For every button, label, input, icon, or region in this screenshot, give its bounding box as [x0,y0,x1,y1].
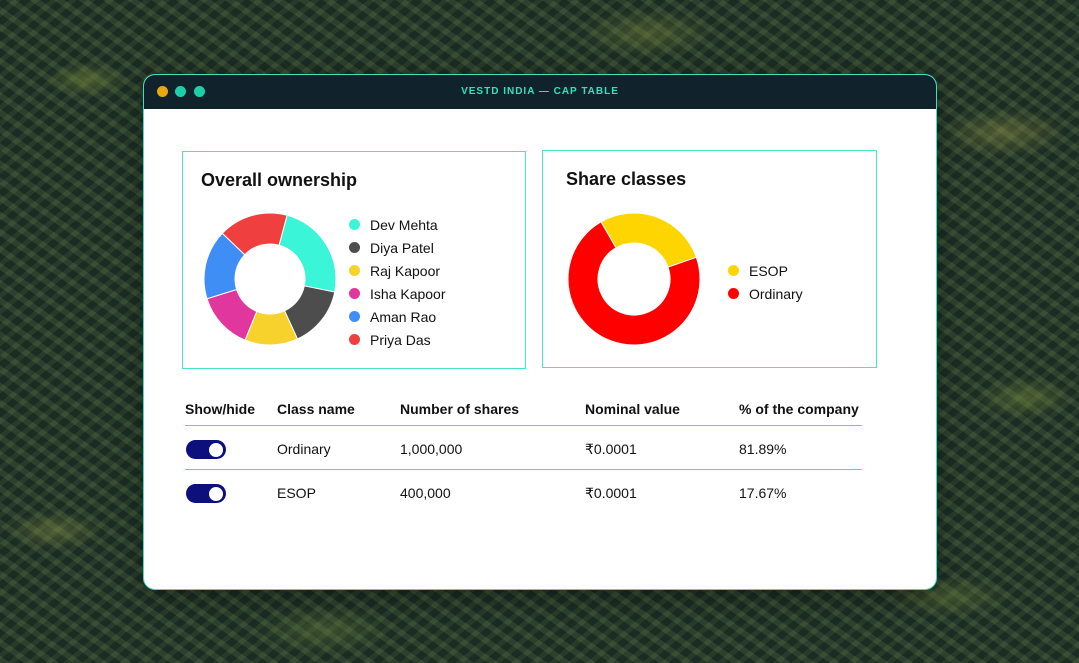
table-row: Ordinary 1,000,000 ₹0.0001 81.89% [185,426,862,470]
legend-item: Isha Kapoor [349,282,446,305]
legend-item: Diya Patel [349,236,446,259]
legend-item: Aman Rao [349,305,446,328]
legend-item: Dev Mehta [349,213,446,236]
header-percent-of-company: % of the company [739,401,859,417]
toggle-knob [209,442,223,457]
ownership-legend: Dev Mehta Diya Patel Raj Kapoor Isha Kap… [349,213,446,351]
class-name-cell: Ordinary [277,441,331,457]
header-number-of-shares: Number of shares [400,401,520,417]
donut-slice-esop [600,212,697,268]
shares-cell: 1,000,000 [400,441,463,457]
ownership-card: Overall ownership Dev Mehta Diya Patel R… [182,151,526,369]
visibility-toggle[interactable] [186,440,226,459]
table-row: ESOP 400,000 ₹0.0001 17.67% [185,470,862,513]
legend-label: Isha Kapoor [370,285,446,302]
legend-label: Aman Rao [370,308,437,325]
percent-cell: 17.67% [739,485,787,501]
donut-slice-priya-das [221,212,288,256]
share-classes-title: Share classes [566,169,687,189]
window-dot-2[interactable] [175,86,186,97]
legend-label: Dev Mehta [370,216,438,233]
legend-swatch [349,265,360,276]
share-classes-donut-chart [567,212,701,346]
visibility-toggle[interactable] [186,484,226,503]
table-header: Show/hide Class name Number of shares No… [185,393,862,426]
nominal-value-cell: ₹0.0001 [585,441,637,457]
legend-label: Ordinary [749,285,803,302]
header-show-hide: Show/hide [185,401,255,417]
share-class-table: Show/hide Class name Number of shares No… [185,393,862,513]
window-minimize-dot[interactable] [157,86,168,97]
donut-slice-dev-mehta [278,214,337,293]
header-nominal-value: Nominal value [585,401,680,417]
legend-label: Priya Das [370,331,431,348]
legend-swatch [728,265,739,276]
legend-label: Raj Kapoor [370,262,441,279]
legend-item: Ordinary [728,282,803,305]
ownership-donut-chart [203,212,337,346]
legend-swatch [349,334,360,345]
window-dot-3[interactable] [194,86,205,97]
legend-item: ESOP [728,259,803,282]
legend-label: ESOP [749,262,788,279]
ownership-title: Overall ownership [201,170,358,190]
legend-swatch [349,311,360,322]
nominal-value-cell: ₹0.0001 [585,485,637,501]
percent-cell: 81.89% [739,441,787,457]
legend-item: Priya Das [349,328,446,351]
share-classes-legend: ESOP Ordinary [728,259,803,305]
legend-swatch [349,242,360,253]
legend-label: Diya Patel [370,239,434,256]
cap-table-window: VESTD INDIA — CAP TABLE Overall ownershi… [143,74,937,590]
donut-slice-ordinary [567,221,701,346]
header-class-name: Class name [277,401,355,417]
legend-swatch [349,288,360,299]
toggle-knob [209,486,223,501]
window-title: VESTD INDIA — CAP TABLE [461,86,619,97]
class-name-cell: ESOP [277,485,316,501]
legend-swatch [349,219,360,230]
share-classes-card: Share classes ESOP Ordinary [542,150,877,368]
legend-item: Raj Kapoor [349,259,446,282]
legend-swatch [728,288,739,299]
title-bar: VESTD INDIA — CAP TABLE [144,75,936,109]
shares-cell: 400,000 [400,485,451,501]
